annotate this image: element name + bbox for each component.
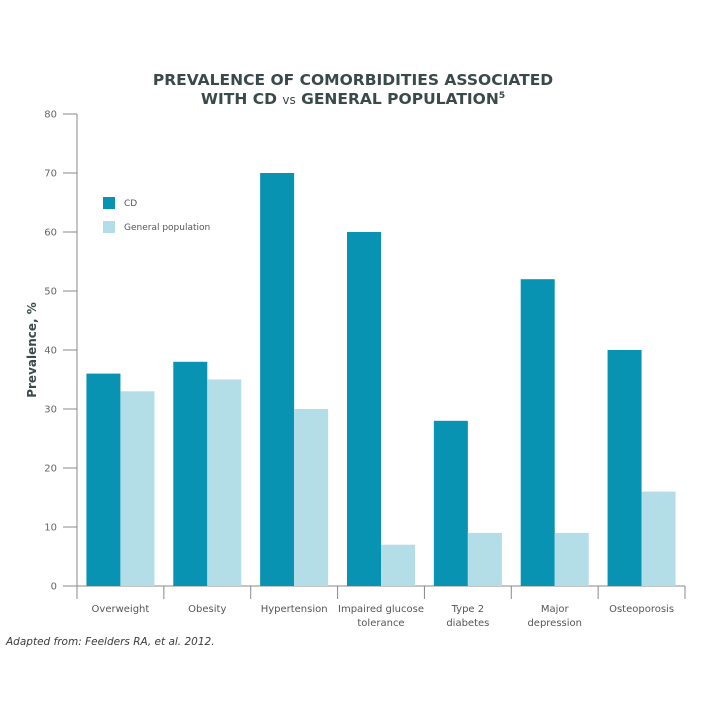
y-tick-label: 20 [44, 464, 57, 475]
x-category-label: Type 2 [451, 604, 485, 615]
bar-general-population [120, 391, 155, 586]
y-tick-label: 10 [44, 523, 57, 534]
bar-general-population [554, 532, 589, 586]
x-category-label: Impaired glucose [338, 604, 424, 615]
bar-cd [433, 420, 468, 586]
legend-swatch [103, 197, 115, 209]
bar-general-population [467, 532, 502, 586]
y-axis-label: Prevalence, % [25, 302, 39, 398]
y-tick-label: 40 [44, 346, 57, 357]
bar-general-population [641, 491, 676, 586]
y-tick-label: 80 [44, 110, 57, 121]
chart-title-line1: PREVALENCE OF COMORBIDITIES ASSOCIATED [153, 71, 553, 89]
legend-label: General population [124, 223, 210, 233]
x-category-label: diabetes [446, 618, 489, 629]
source-note: Adapted from: Feelders RA, et al. 2012. [6, 636, 215, 648]
legend-swatch [103, 221, 115, 233]
bar-cd [173, 361, 208, 586]
y-tick-label: 0 [51, 582, 57, 593]
bar-cd [260, 173, 295, 586]
x-category-label: Obesity [188, 604, 226, 615]
x-category-label: depression [527, 618, 582, 629]
x-category-label: Major [541, 604, 570, 615]
legend-label: CD [124, 199, 137, 209]
x-category-label: Osteoporosis [609, 604, 674, 615]
y-tick-label: 30 [44, 405, 57, 416]
bar-general-population [207, 379, 242, 586]
y-tick-label: 70 [44, 169, 57, 180]
x-category-label: Overweight [92, 604, 150, 615]
x-category-label: tolerance [357, 618, 404, 629]
bar-cd [86, 373, 121, 586]
y-tick-label: 50 [44, 287, 57, 298]
bar-general-population [381, 544, 415, 586]
bar-general-population [294, 409, 329, 586]
chart-title-line2: WITH CD vs GENERAL POPULATION5 [201, 90, 505, 108]
x-category-label: Hypertension [261, 604, 328, 615]
bar-cd [347, 232, 381, 586]
bar-cd [607, 350, 642, 586]
y-tick-label: 60 [44, 228, 57, 239]
bar-cd [520, 279, 555, 586]
